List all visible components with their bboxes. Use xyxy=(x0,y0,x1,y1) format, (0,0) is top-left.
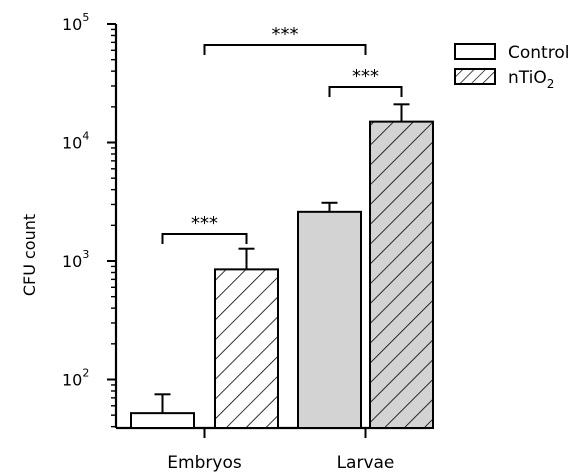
bars xyxy=(130,120,434,430)
legend-swatch-outline xyxy=(454,68,496,85)
error-bars xyxy=(154,103,410,414)
legend: Control nTiO2 xyxy=(454,43,569,91)
significance-brackets: *** *** *** xyxy=(161,24,403,244)
bar-hatch xyxy=(215,269,278,428)
axes: 102 103 104 105 Embryos Larvae xyxy=(62,11,430,473)
y-tick-label: 105 xyxy=(62,11,89,34)
significance-label: *** xyxy=(272,24,299,45)
bar-hatch xyxy=(370,121,433,429)
significance-bracket xyxy=(203,44,367,55)
legend-swatch-hatch xyxy=(455,69,495,84)
y-tick-label: 102 xyxy=(62,367,89,390)
legend-swatch-fill xyxy=(455,44,495,59)
significance-bracket xyxy=(328,86,403,97)
x-category-label: Embryos xyxy=(167,453,242,473)
bar-fill xyxy=(298,211,361,428)
y-axis-title: CFU count xyxy=(20,214,39,296)
x-category-label: Larvae xyxy=(337,453,395,473)
significance-bracket xyxy=(161,233,248,244)
significance-label: *** xyxy=(352,66,379,87)
significance-label: *** xyxy=(191,213,218,234)
legend-label: nTiO2 xyxy=(508,68,554,91)
bar-fill xyxy=(131,413,194,428)
legend-swatch-outline xyxy=(454,43,496,60)
y-tick-label: 103 xyxy=(62,248,89,271)
legend-label: Control xyxy=(508,43,569,63)
y-tick-label: 104 xyxy=(62,130,89,153)
